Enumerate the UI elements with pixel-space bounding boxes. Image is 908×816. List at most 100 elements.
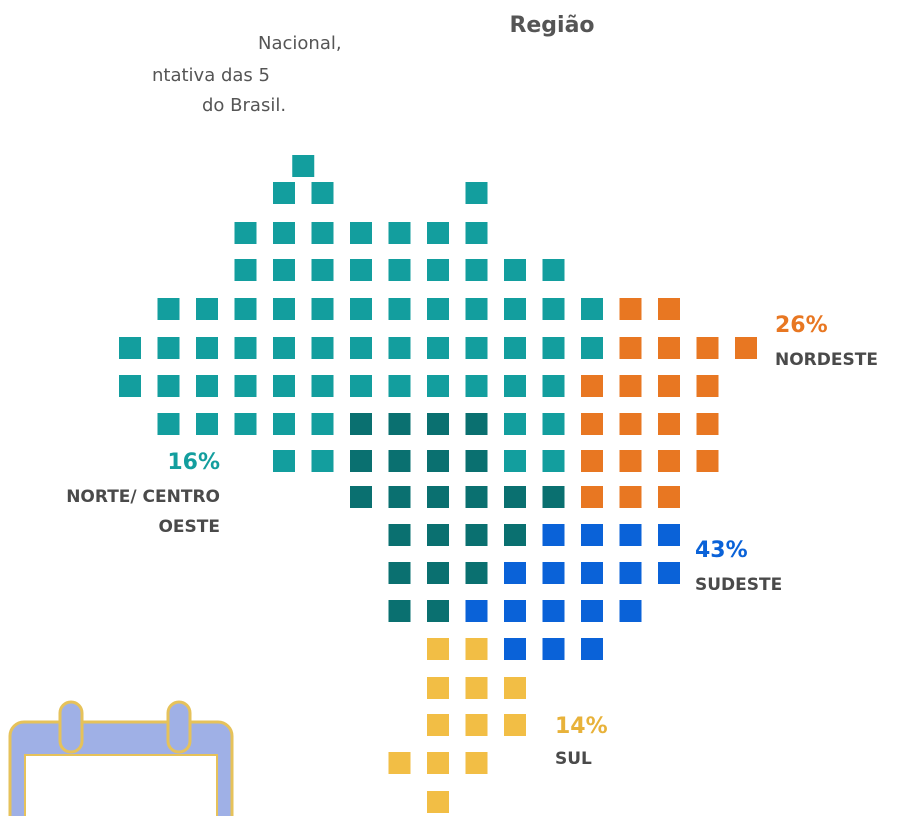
map-square: [292, 155, 315, 177]
map-square: [542, 259, 565, 281]
map-square: [273, 298, 295, 320]
region-pct: 14%: [555, 714, 608, 739]
map-square: [350, 337, 372, 359]
region-pct: 43%: [695, 538, 748, 563]
map-square: [581, 562, 603, 584]
map-square: [427, 524, 449, 546]
map-square: [388, 222, 411, 244]
map-square: [542, 638, 565, 660]
map-square: [427, 259, 449, 281]
map-square: [465, 259, 488, 281]
map-square: [427, 562, 449, 584]
map-square: [273, 337, 295, 359]
map-square: [119, 375, 141, 397]
map-square: [619, 524, 642, 546]
map-square: [658, 486, 680, 508]
map-square: [388, 337, 411, 359]
map-square: [273, 182, 295, 204]
map-square: [581, 298, 603, 320]
map-square: [504, 562, 526, 584]
map-square: [542, 337, 565, 359]
map-square: [658, 375, 680, 397]
region-name: SUDESTE: [695, 575, 782, 595]
map-square: [234, 413, 257, 435]
map-square: [581, 337, 603, 359]
map-square: [196, 375, 218, 397]
map-square: [234, 375, 257, 397]
map-square: [735, 337, 757, 359]
map-square: [658, 450, 680, 472]
map-square: [273, 222, 295, 244]
map-square: [619, 413, 642, 435]
map-square: [619, 298, 642, 320]
map-square: [350, 450, 372, 472]
map-square: [465, 600, 488, 622]
map-square: [311, 450, 334, 472]
map-square: [311, 182, 334, 204]
map-square: [465, 222, 488, 244]
map-square: [119, 337, 141, 359]
map-square: [504, 638, 526, 660]
map-square: [504, 486, 526, 508]
map-square: [504, 677, 526, 699]
map-square: [696, 413, 719, 435]
map-square: [388, 413, 411, 435]
map-square: [427, 298, 449, 320]
map-square: [696, 450, 719, 472]
region-name: SUL: [555, 749, 592, 769]
map-square: [427, 337, 449, 359]
map-square: [581, 524, 603, 546]
map-square: [157, 413, 180, 435]
map-square: [196, 413, 218, 435]
map-square: [465, 752, 488, 774]
map-square: [581, 600, 603, 622]
map-square: [273, 375, 295, 397]
map-square: [504, 714, 526, 736]
map-square: [658, 337, 680, 359]
map-square: [157, 337, 180, 359]
map-square: [658, 413, 680, 435]
map-square: [542, 486, 565, 508]
map-square: [196, 298, 218, 320]
map-square: [504, 450, 526, 472]
map-square: [234, 298, 257, 320]
map-square: [465, 182, 488, 204]
map-square: [350, 259, 372, 281]
map-square: [350, 298, 372, 320]
map-square: [427, 677, 449, 699]
map-square: [465, 375, 488, 397]
map-square: [427, 714, 449, 736]
map-square: [504, 524, 526, 546]
map-square: [465, 677, 488, 699]
map-square: [196, 337, 218, 359]
map-square: [273, 413, 295, 435]
map-square: [157, 298, 180, 320]
map-square: [658, 562, 680, 584]
map-square: [234, 259, 257, 281]
map-square: [311, 298, 334, 320]
map-square: [504, 337, 526, 359]
map-square: [427, 222, 449, 244]
map-square: [542, 298, 565, 320]
map-square: [581, 638, 603, 660]
map-square: [350, 375, 372, 397]
map-square: [465, 450, 488, 472]
calendar-icon: [8, 700, 234, 816]
map-square: [619, 375, 642, 397]
map-square: [427, 450, 449, 472]
title: Região: [509, 13, 594, 38]
map-square: [658, 298, 680, 320]
region-name: NORTE/ CENTRO: [66, 487, 220, 507]
map-square: [542, 600, 565, 622]
map-square: [696, 337, 719, 359]
map-square: [311, 375, 334, 397]
map-square: [427, 638, 449, 660]
map-square: [696, 375, 719, 397]
map-square: [581, 450, 603, 472]
map-square: [311, 413, 334, 435]
map-square: [388, 486, 411, 508]
intro-line: ntativa das 5: [152, 65, 270, 86]
map-square: [388, 524, 411, 546]
map-square: [504, 413, 526, 435]
